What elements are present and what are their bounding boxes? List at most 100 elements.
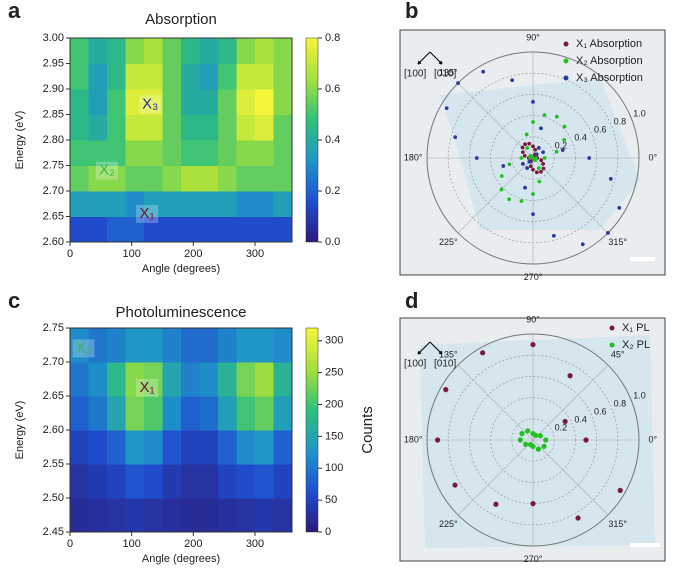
legend-label: X₂ Absorption: [576, 55, 643, 67]
heatmap-cell: [218, 165, 237, 192]
heatmap-cell: [144, 89, 163, 115]
heatmap-cell: [88, 396, 108, 431]
angle-label: 0°: [648, 152, 657, 162]
data-point: [452, 482, 458, 488]
angle-label: 90°: [526, 33, 540, 43]
heatmap-cell: [107, 140, 126, 166]
heatmap-cell: [199, 216, 219, 243]
angular-grid: [532, 157, 609, 234]
direction-label: [100]: [404, 359, 426, 370]
angular-grid: [457, 82, 534, 159]
data-point: [539, 126, 543, 131]
heatmap-cell: [273, 63, 293, 90]
heatmap-cell: [236, 89, 256, 115]
data-point: [524, 132, 529, 137]
heatmap-cell: [125, 89, 145, 115]
radial-tick-label: 0.2: [555, 422, 568, 432]
data-point: [555, 114, 559, 119]
heatmap-cell: [107, 498, 126, 533]
heatmap-cell: [144, 216, 163, 243]
data-point: [539, 169, 543, 174]
heatmap-cell: [199, 165, 219, 192]
y-tick-label: 2.95: [43, 57, 64, 69]
colorbar-tick-label: 0: [325, 526, 331, 538]
data-point: [531, 156, 535, 160]
heatmap-cell: [125, 396, 145, 431]
data-point: [529, 164, 533, 168]
radial-tick-label: 0.6: [594, 125, 607, 135]
heatmap-cell: [125, 430, 145, 465]
data-point: [543, 437, 549, 443]
colorbar-tick-label: 0.6: [325, 83, 340, 95]
data-point: [517, 437, 523, 443]
data-point: [499, 187, 504, 192]
heatmap-cell: [107, 38, 126, 64]
heatmap-cell: [181, 63, 200, 90]
heatmap-cell: [273, 464, 293, 499]
radial-tick-label: 0.8: [614, 399, 627, 409]
heatmap-cell: [107, 430, 126, 465]
legend-marker: [563, 75, 569, 81]
data-point: [531, 100, 535, 104]
angle-label: 270°: [524, 272, 543, 282]
heatmap-cell: [125, 63, 145, 90]
heatmap-cell: [144, 191, 163, 217]
legend-label: X₁ Absorption: [576, 38, 642, 50]
heatmap-cell: [88, 63, 108, 90]
heatmap-cell: [236, 498, 256, 533]
angular-grid: [532, 439, 609, 516]
heatmap-cell: [236, 38, 256, 64]
data-point: [542, 156, 547, 160]
chart-title: Photoluminescence: [116, 304, 247, 321]
data-point: [523, 441, 529, 447]
annotation: X₂: [99, 162, 115, 179]
scale-bar: [630, 257, 655, 261]
heatmap-cell: [107, 63, 126, 90]
angle-label: 45°: [611, 350, 625, 360]
legend-marker: [609, 325, 615, 331]
heatmap-cell: [70, 216, 89, 243]
angle-label: 180°: [404, 434, 423, 444]
heatmap-cell: [236, 114, 256, 141]
heatmap-cell: [181, 328, 200, 363]
y-tick-label: 2.65: [43, 390, 64, 402]
data-point: [525, 166, 529, 170]
data-point: [541, 150, 545, 154]
data-point: [537, 146, 541, 150]
data-point: [531, 167, 535, 172]
heatmap-cell: [88, 38, 108, 64]
data-point: [531, 120, 535, 124]
annotation-box: [139, 95, 162, 114]
heatmap-cell: [70, 498, 89, 533]
heatmap-cell: [199, 38, 219, 64]
radial-tick-label: 0.4: [574, 414, 587, 424]
heatmap-cell: [144, 38, 163, 64]
data-point: [535, 446, 541, 452]
y-tick-label: 2.85: [43, 108, 64, 120]
heatmap-cell: [236, 396, 256, 431]
data-point: [552, 234, 556, 238]
angle-label: 315°: [608, 519, 627, 529]
angular-grid: [457, 364, 534, 441]
data-point: [530, 443, 536, 449]
x-tick-label: 100: [122, 248, 140, 260]
heatmap-cell: [162, 191, 182, 217]
data-point: [435, 437, 441, 443]
colorbar: [305, 327, 319, 533]
data-point: [480, 350, 486, 356]
heatmap-cell: [199, 63, 219, 90]
heatmap-cell: [107, 216, 126, 243]
data-point: [530, 501, 536, 507]
heatmap-cell: [70, 63, 89, 90]
heatmap-cell: [236, 63, 256, 90]
heatmap-cell: [255, 498, 274, 533]
heatmap-cell: [199, 328, 219, 363]
heatmap-cell: [162, 498, 182, 533]
heatmap-cell: [70, 396, 89, 431]
annotation: X₃: [142, 95, 158, 112]
heatmap-cell: [273, 140, 293, 166]
heatmap-cell: [199, 430, 219, 465]
scale-bar: [630, 543, 660, 547]
heatmap-cell: [107, 191, 126, 217]
heatmap-cell: [88, 464, 108, 499]
